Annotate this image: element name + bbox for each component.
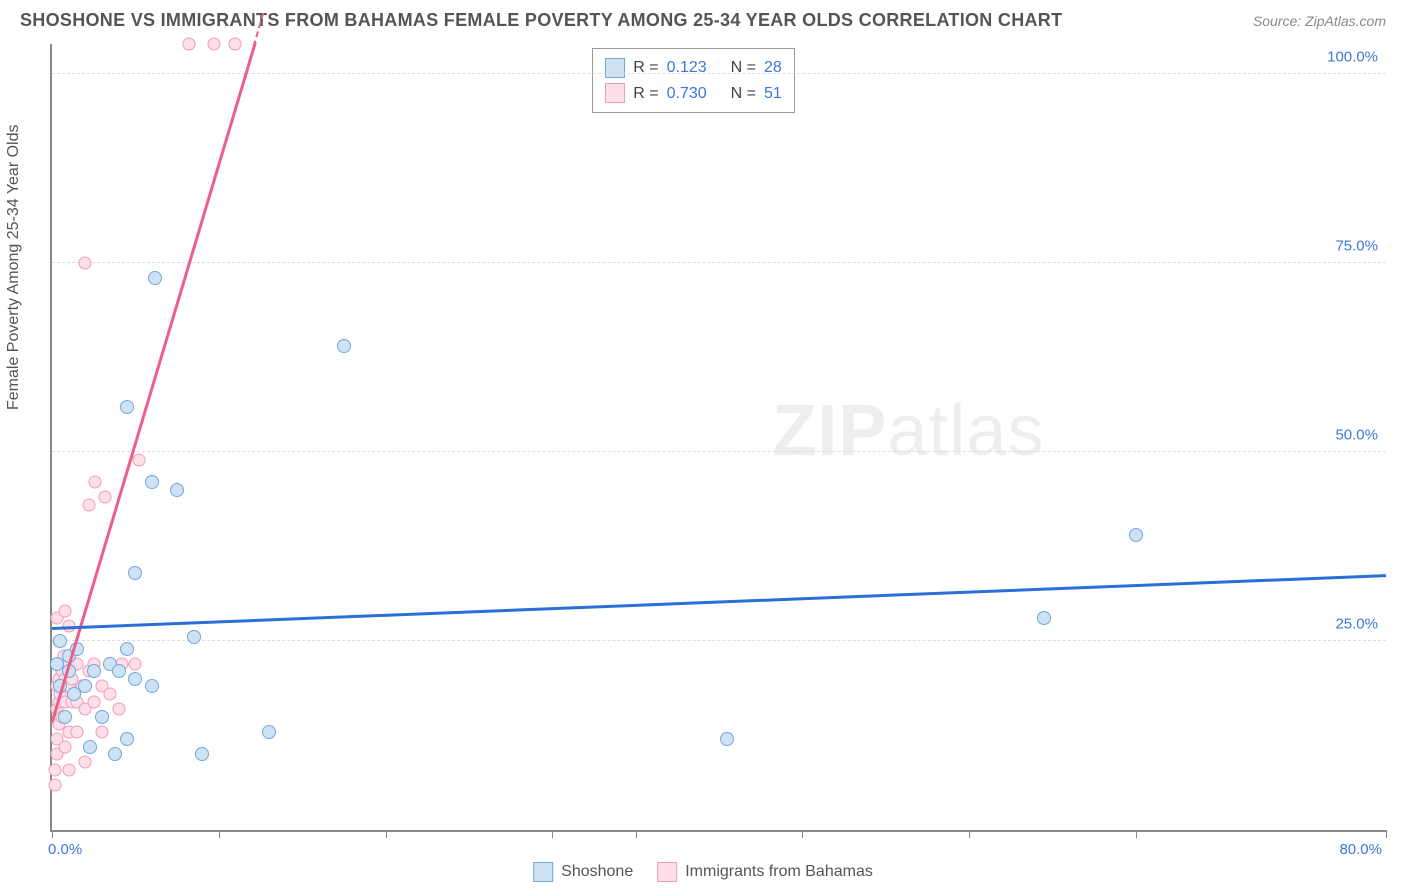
y-tick-label: 25.0% bbox=[1335, 616, 1378, 633]
point-shoshone bbox=[262, 725, 276, 739]
point-bahamas bbox=[99, 491, 112, 504]
point-shoshone bbox=[112, 664, 126, 678]
point-shoshone bbox=[148, 271, 162, 285]
x-tick bbox=[52, 830, 53, 838]
r-label: R = bbox=[633, 81, 658, 107]
point-bahamas bbox=[182, 38, 195, 51]
point-bahamas bbox=[59, 740, 72, 753]
gridline bbox=[52, 640, 1386, 641]
point-bahamas bbox=[59, 604, 72, 617]
point-shoshone bbox=[1129, 528, 1143, 542]
series-legend: Shoshone Immigrants from Bahamas bbox=[533, 862, 873, 882]
n-label: N = bbox=[731, 55, 756, 81]
n-value: 28 bbox=[764, 55, 782, 81]
point-bahamas bbox=[49, 763, 62, 776]
point-shoshone bbox=[78, 679, 92, 693]
point-shoshone bbox=[187, 630, 201, 644]
x-tick bbox=[219, 830, 220, 838]
point-shoshone bbox=[83, 740, 97, 754]
point-bahamas bbox=[89, 476, 102, 489]
point-bahamas bbox=[62, 763, 75, 776]
point-shoshone bbox=[128, 566, 142, 580]
correlation-stats-box: R = 0.123 N = 28 R = 0.730 N = 51 bbox=[592, 48, 794, 113]
watermark: ZIPatlas bbox=[772, 390, 1044, 472]
point-bahamas bbox=[79, 755, 92, 768]
y-axis-title: Female Poverty Among 25-34 Year Olds bbox=[5, 125, 23, 411]
stats-row: R = 0.730 N = 51 bbox=[605, 81, 781, 107]
point-shoshone bbox=[1037, 611, 1051, 625]
legend-swatch bbox=[605, 83, 625, 103]
point-shoshone bbox=[58, 710, 72, 724]
point-shoshone bbox=[87, 664, 101, 678]
point-shoshone bbox=[337, 339, 351, 353]
point-bahamas bbox=[96, 725, 109, 738]
y-tick-label: 75.0% bbox=[1335, 238, 1378, 255]
y-tick-label: 100.0% bbox=[1327, 49, 1378, 66]
point-shoshone bbox=[170, 483, 184, 497]
gridline bbox=[52, 73, 1386, 74]
point-shoshone bbox=[145, 679, 159, 693]
point-shoshone bbox=[145, 475, 159, 489]
point-bahamas bbox=[129, 657, 142, 670]
trend-line bbox=[52, 574, 1386, 630]
r-value: 0.123 bbox=[667, 55, 723, 81]
legend-label: Immigrants from Bahamas bbox=[685, 863, 873, 881]
point-bahamas bbox=[104, 687, 117, 700]
legend-label: Shoshone bbox=[561, 863, 633, 881]
x-tick bbox=[969, 830, 970, 838]
point-shoshone bbox=[108, 747, 122, 761]
point-bahamas bbox=[229, 38, 242, 51]
point-bahamas bbox=[207, 38, 220, 51]
y-tick-label: 50.0% bbox=[1335, 427, 1378, 444]
chart-title: SHOSHONE VS IMMIGRANTS FROM BAHAMAS FEMA… bbox=[20, 10, 1062, 31]
scatter-chart: ZIPatlas R = 0.123 N = 28 R = 0.730 N = 51 25.0… bbox=[50, 44, 1386, 832]
legend-item: Shoshone bbox=[533, 862, 633, 882]
point-shoshone bbox=[195, 747, 209, 761]
point-bahamas bbox=[82, 499, 95, 512]
legend-swatch bbox=[657, 862, 677, 882]
point-shoshone bbox=[720, 732, 734, 746]
gridline bbox=[52, 262, 1386, 263]
gridline bbox=[52, 451, 1386, 452]
source-label: Source: ZipAtlas.com bbox=[1253, 13, 1386, 29]
stats-row: R = 0.123 N = 28 bbox=[605, 55, 781, 81]
point-shoshone bbox=[53, 634, 67, 648]
point-shoshone bbox=[120, 732, 134, 746]
point-shoshone bbox=[95, 710, 109, 724]
point-bahamas bbox=[71, 725, 84, 738]
point-bahamas bbox=[87, 695, 100, 708]
r-value: 0.730 bbox=[667, 81, 723, 107]
point-bahamas bbox=[112, 703, 125, 716]
point-shoshone bbox=[120, 642, 134, 656]
legend-item: Immigrants from Bahamas bbox=[657, 862, 873, 882]
n-label: N = bbox=[731, 81, 756, 107]
r-label: R = bbox=[633, 55, 658, 81]
point-shoshone bbox=[128, 672, 142, 686]
x-tick bbox=[636, 830, 637, 838]
x-tick bbox=[1386, 830, 1387, 838]
point-bahamas bbox=[79, 257, 92, 270]
point-bahamas bbox=[132, 453, 145, 466]
legend-swatch bbox=[533, 862, 553, 882]
x-tick bbox=[1136, 830, 1137, 838]
x-tick-label: 80.0% bbox=[1339, 841, 1382, 858]
x-tick bbox=[386, 830, 387, 838]
point-shoshone bbox=[120, 400, 134, 414]
x-tick-label: 0.0% bbox=[48, 841, 82, 858]
x-tick bbox=[802, 830, 803, 838]
point-bahamas bbox=[49, 778, 62, 791]
legend-swatch bbox=[605, 58, 625, 78]
x-tick bbox=[552, 830, 553, 838]
n-value: 51 bbox=[764, 81, 782, 107]
